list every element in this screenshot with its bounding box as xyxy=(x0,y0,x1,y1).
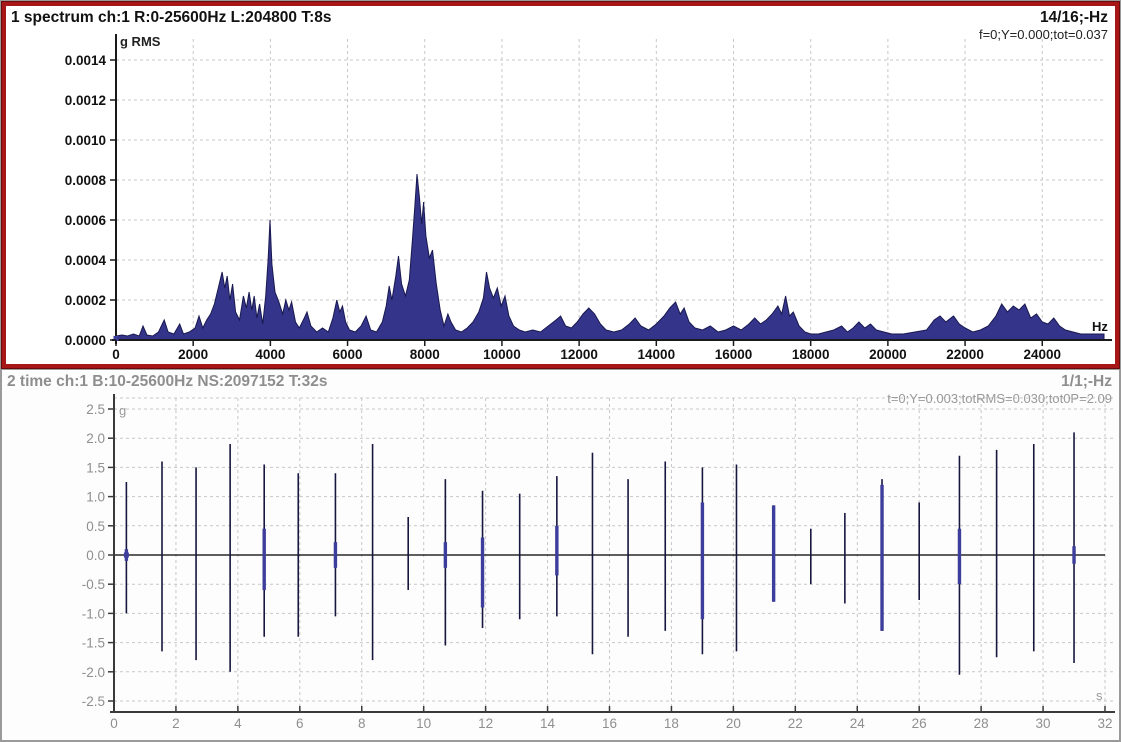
spectrum-panel-title: 1 spectrum ch:1 R:0-25600Hz L:204800 T:8… xyxy=(11,9,332,26)
x-tick-label: 20 xyxy=(726,716,741,731)
x-tick-label: 8 xyxy=(358,716,366,731)
y-tick-label: 2.0 xyxy=(86,431,105,446)
x-tick-label: 16000 xyxy=(715,347,753,362)
spectrum-x-unit-label: Hz xyxy=(1092,319,1108,334)
x-tick-label: 4 xyxy=(234,716,242,731)
y-tick-label: -2.0 xyxy=(82,665,105,680)
x-tick-label: 28 xyxy=(974,716,989,731)
x-tick-label: 18 xyxy=(664,716,679,731)
x-tick-label: 16 xyxy=(602,716,617,731)
x-tick-label: 2000 xyxy=(178,347,208,362)
y-tick-label: 0.0 xyxy=(86,548,105,563)
time-cursor-marker xyxy=(123,552,129,558)
x-tick-label: 2 xyxy=(172,716,180,731)
x-tick-label: 32 xyxy=(1097,716,1112,731)
x-tick-label: 14 xyxy=(540,716,556,731)
y-tick-label: 0.0014 xyxy=(65,53,107,68)
time-page-indicator: 1/1;-Hz xyxy=(1061,373,1112,390)
x-tick-label: 4000 xyxy=(255,347,285,362)
spectrum-panel[interactable]: 0 2000 4000 6000 8000 10000 12000 14000 16000 180… xyxy=(2,2,1119,368)
x-tick-label: 10000 xyxy=(483,347,521,362)
spectrum-chart[interactable]: 0 2000 4000 6000 8000 10000 12000 14000 16000 180… xyxy=(6,6,1115,364)
y-tick-label: 0.0006 xyxy=(65,213,107,228)
y-tick-label: -1.5 xyxy=(82,636,105,651)
spectrum-y-unit-label: g RMS xyxy=(120,34,161,49)
y-tick-label: 0.5 xyxy=(86,519,105,534)
x-tick-label: 0 xyxy=(110,716,118,731)
x-tick-label: 22 xyxy=(788,716,803,731)
y-tick-label: -0.5 xyxy=(82,577,105,592)
y-tick-label: 0.0010 xyxy=(65,133,106,148)
y-tick-label: -1.0 xyxy=(82,606,105,621)
y-tick-label: 0.0008 xyxy=(65,173,107,188)
x-tick-label: 12000 xyxy=(560,347,598,362)
spectrum-cursor-marker xyxy=(113,336,119,341)
time-cursor-readout: t=0;Y=0.003;totRMS=0.030;tot0P=2.09 xyxy=(887,391,1112,406)
x-tick-label: 30 xyxy=(1036,716,1051,731)
x-tick-label: 6 xyxy=(296,716,304,731)
y-tick-label: 2.5 xyxy=(86,402,105,417)
y-tick-label: 0.0000 xyxy=(65,333,106,348)
y-tick-label: 1.5 xyxy=(86,460,105,475)
x-tick-label: 12 xyxy=(478,716,493,731)
x-tick-label: 24 xyxy=(850,716,866,731)
time-x-unit-label: s xyxy=(1096,688,1103,703)
y-tick-label: 0.0004 xyxy=(65,253,107,268)
spectrum-page-indicator: 14/16;-Hz xyxy=(1039,9,1108,26)
x-tick-label: 14000 xyxy=(638,347,676,362)
spectrum-cursor-readout: f=0;Y=0.000;tot=0.037 xyxy=(978,27,1108,42)
y-tick-label: 1.0 xyxy=(86,490,105,505)
time-chart[interactable]: 0 2 4 6 8 10 12 14 16 18 20 22 24 26 28 30 322.52.01.51.… xyxy=(2,370,1119,740)
y-tick-label: 0.0012 xyxy=(65,93,106,108)
y-tick-label: 0.0002 xyxy=(65,293,106,308)
x-tick-label: 26 xyxy=(912,716,927,731)
x-tick-label: 0 xyxy=(112,347,120,362)
y-tick-label: -2.5 xyxy=(82,694,105,709)
time-panel-title: 2 time ch:1 B:10-25600Hz NS:2097152 T:32… xyxy=(7,373,328,390)
x-tick-label: 10 xyxy=(416,716,431,731)
x-tick-label: 8000 xyxy=(410,347,440,362)
spectrum-trace xyxy=(115,173,1105,341)
x-tick-label: 24000 xyxy=(1023,347,1061,362)
time-y-unit-label: g xyxy=(119,403,127,418)
time-panel[interactable]: 0 2 4 6 8 10 12 14 16 18 20 22 24 26 28 30 32 2.5 2.0 1.5 1.… xyxy=(2,370,1119,740)
x-tick-label: 18000 xyxy=(792,347,830,362)
x-tick-label: 20000 xyxy=(869,347,907,362)
x-tick-label: 22000 xyxy=(946,347,984,362)
x-tick-label: 6000 xyxy=(333,347,363,362)
